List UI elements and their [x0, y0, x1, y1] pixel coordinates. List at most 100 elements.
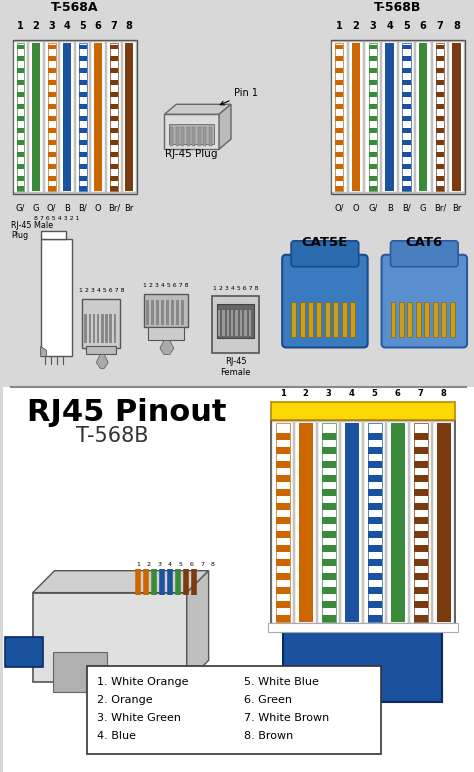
Bar	[198, 127, 201, 146]
Bar	[341, 422, 362, 622]
Bar	[48, 152, 55, 157]
Bar	[276, 559, 290, 566]
Bar	[450, 302, 455, 337]
Bar	[402, 104, 410, 110]
Bar	[17, 186, 25, 191]
Bar	[432, 42, 447, 192]
Bar	[382, 42, 397, 192]
Bar	[300, 302, 304, 337]
Text: 5: 5	[372, 389, 378, 398]
Polygon shape	[33, 571, 209, 593]
Bar	[176, 127, 179, 146]
Bar	[368, 517, 382, 524]
Bar	[391, 302, 395, 337]
Text: 8. Brown: 8. Brown	[245, 731, 294, 741]
Bar	[209, 127, 211, 146]
Text: G/: G/	[16, 204, 25, 213]
Bar	[110, 128, 118, 134]
Text: 5: 5	[179, 562, 182, 567]
Bar	[419, 42, 428, 191]
Text: 6: 6	[190, 562, 193, 567]
Bar	[283, 628, 442, 703]
Bar	[276, 475, 290, 482]
Bar	[48, 164, 55, 169]
Bar	[369, 186, 377, 191]
Bar	[322, 573, 336, 580]
Bar	[79, 141, 87, 145]
Bar	[5, 638, 43, 667]
Bar	[369, 164, 377, 169]
Bar	[402, 80, 410, 86]
Bar	[164, 114, 219, 149]
Text: 1: 1	[280, 389, 286, 398]
Bar	[369, 56, 377, 62]
FancyBboxPatch shape	[382, 255, 467, 347]
Bar	[176, 300, 179, 324]
Bar	[424, 302, 429, 337]
Bar	[156, 300, 159, 324]
Bar	[211, 296, 259, 354]
Bar	[48, 104, 55, 110]
Bar	[436, 42, 444, 191]
Bar	[453, 42, 461, 191]
Bar	[79, 42, 87, 191]
Text: 3: 3	[369, 21, 376, 31]
Bar	[332, 42, 346, 192]
Bar	[436, 93, 444, 97]
Bar	[17, 80, 25, 86]
Text: 3. White Green: 3. White Green	[97, 713, 181, 723]
Bar	[13, 39, 137, 194]
Text: Br/: Br/	[108, 204, 120, 213]
Bar	[402, 164, 410, 169]
Bar	[151, 300, 154, 324]
Bar	[436, 186, 444, 191]
Bar	[345, 423, 358, 621]
Bar	[335, 117, 344, 121]
Bar	[268, 622, 458, 632]
Bar	[79, 80, 87, 86]
Bar	[236, 310, 238, 336]
Bar	[48, 117, 55, 121]
Bar	[32, 42, 40, 191]
Bar	[276, 447, 290, 454]
Bar	[335, 141, 344, 145]
Bar	[391, 423, 404, 621]
Bar	[335, 56, 344, 62]
Bar	[335, 164, 344, 169]
Bar	[441, 302, 446, 337]
Bar	[276, 545, 290, 552]
Bar	[97, 313, 100, 344]
Bar	[171, 300, 174, 324]
Bar	[48, 93, 55, 97]
Text: CAT6: CAT6	[406, 236, 443, 249]
Bar	[349, 42, 364, 192]
Bar	[17, 176, 25, 181]
FancyBboxPatch shape	[291, 241, 359, 267]
Text: 1 2 3 4 5 6 7 8: 1 2 3 4 5 6 7 8	[213, 286, 258, 290]
Bar	[110, 42, 118, 191]
Bar	[276, 587, 290, 594]
Text: 4: 4	[386, 21, 393, 31]
Bar	[110, 117, 118, 121]
Bar	[3, 2, 474, 388]
Bar	[436, 141, 444, 145]
Bar	[342, 302, 347, 337]
Text: B/: B/	[402, 204, 411, 213]
Bar	[272, 422, 293, 622]
Text: 8: 8	[211, 562, 215, 567]
Text: G/: G/	[368, 204, 377, 213]
Bar	[249, 310, 251, 336]
Bar	[17, 152, 25, 157]
Bar	[414, 615, 428, 621]
Bar	[245, 310, 247, 336]
Text: 5: 5	[79, 21, 86, 31]
Text: B/: B/	[78, 204, 87, 213]
Bar	[433, 422, 454, 622]
Bar	[17, 128, 25, 134]
Bar	[169, 124, 214, 144]
Bar	[436, 152, 444, 157]
Text: G: G	[420, 204, 427, 213]
Text: 5. White Blue: 5. White Blue	[245, 677, 319, 687]
Bar	[436, 69, 444, 73]
Bar	[17, 69, 25, 73]
